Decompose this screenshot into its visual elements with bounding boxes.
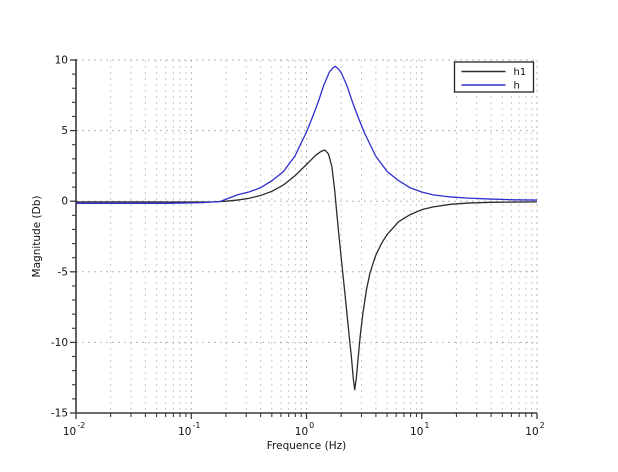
x-tick-label: 101 [410,421,429,438]
legend: h1 h [453,61,535,93]
y-tick-label: -5 [58,266,68,278]
y-tick-label: 5 [61,125,68,137]
curve-h [76,65,538,204]
y-tick-label: -15 [51,408,68,420]
curve-h1 [76,149,538,391]
x-tick-label: 100 [295,421,314,438]
x-tick-label: 102 [525,421,544,438]
y-tick-label: 10 [55,55,68,67]
x-tick-label: 10-2 [63,421,85,438]
legend-box [453,61,535,93]
y-ticks: 10 5 0 -5 -10 -15 [51,55,76,420]
y-tick-label: 0 [61,196,68,208]
y-axis-label: Magnitude (Db) [31,196,43,278]
x-axis-label: Frequence (Hz) [267,440,346,452]
curves [76,65,538,391]
legend-label-h1: h1 [514,67,527,78]
x-tick-label: 10-1 [178,421,200,438]
plot-grid [76,59,538,413]
y-tick-label: -10 [51,337,68,349]
x-ticks: 10-2 10-1 100 101 102 [63,413,545,438]
legend-label-h: h [514,81,520,92]
